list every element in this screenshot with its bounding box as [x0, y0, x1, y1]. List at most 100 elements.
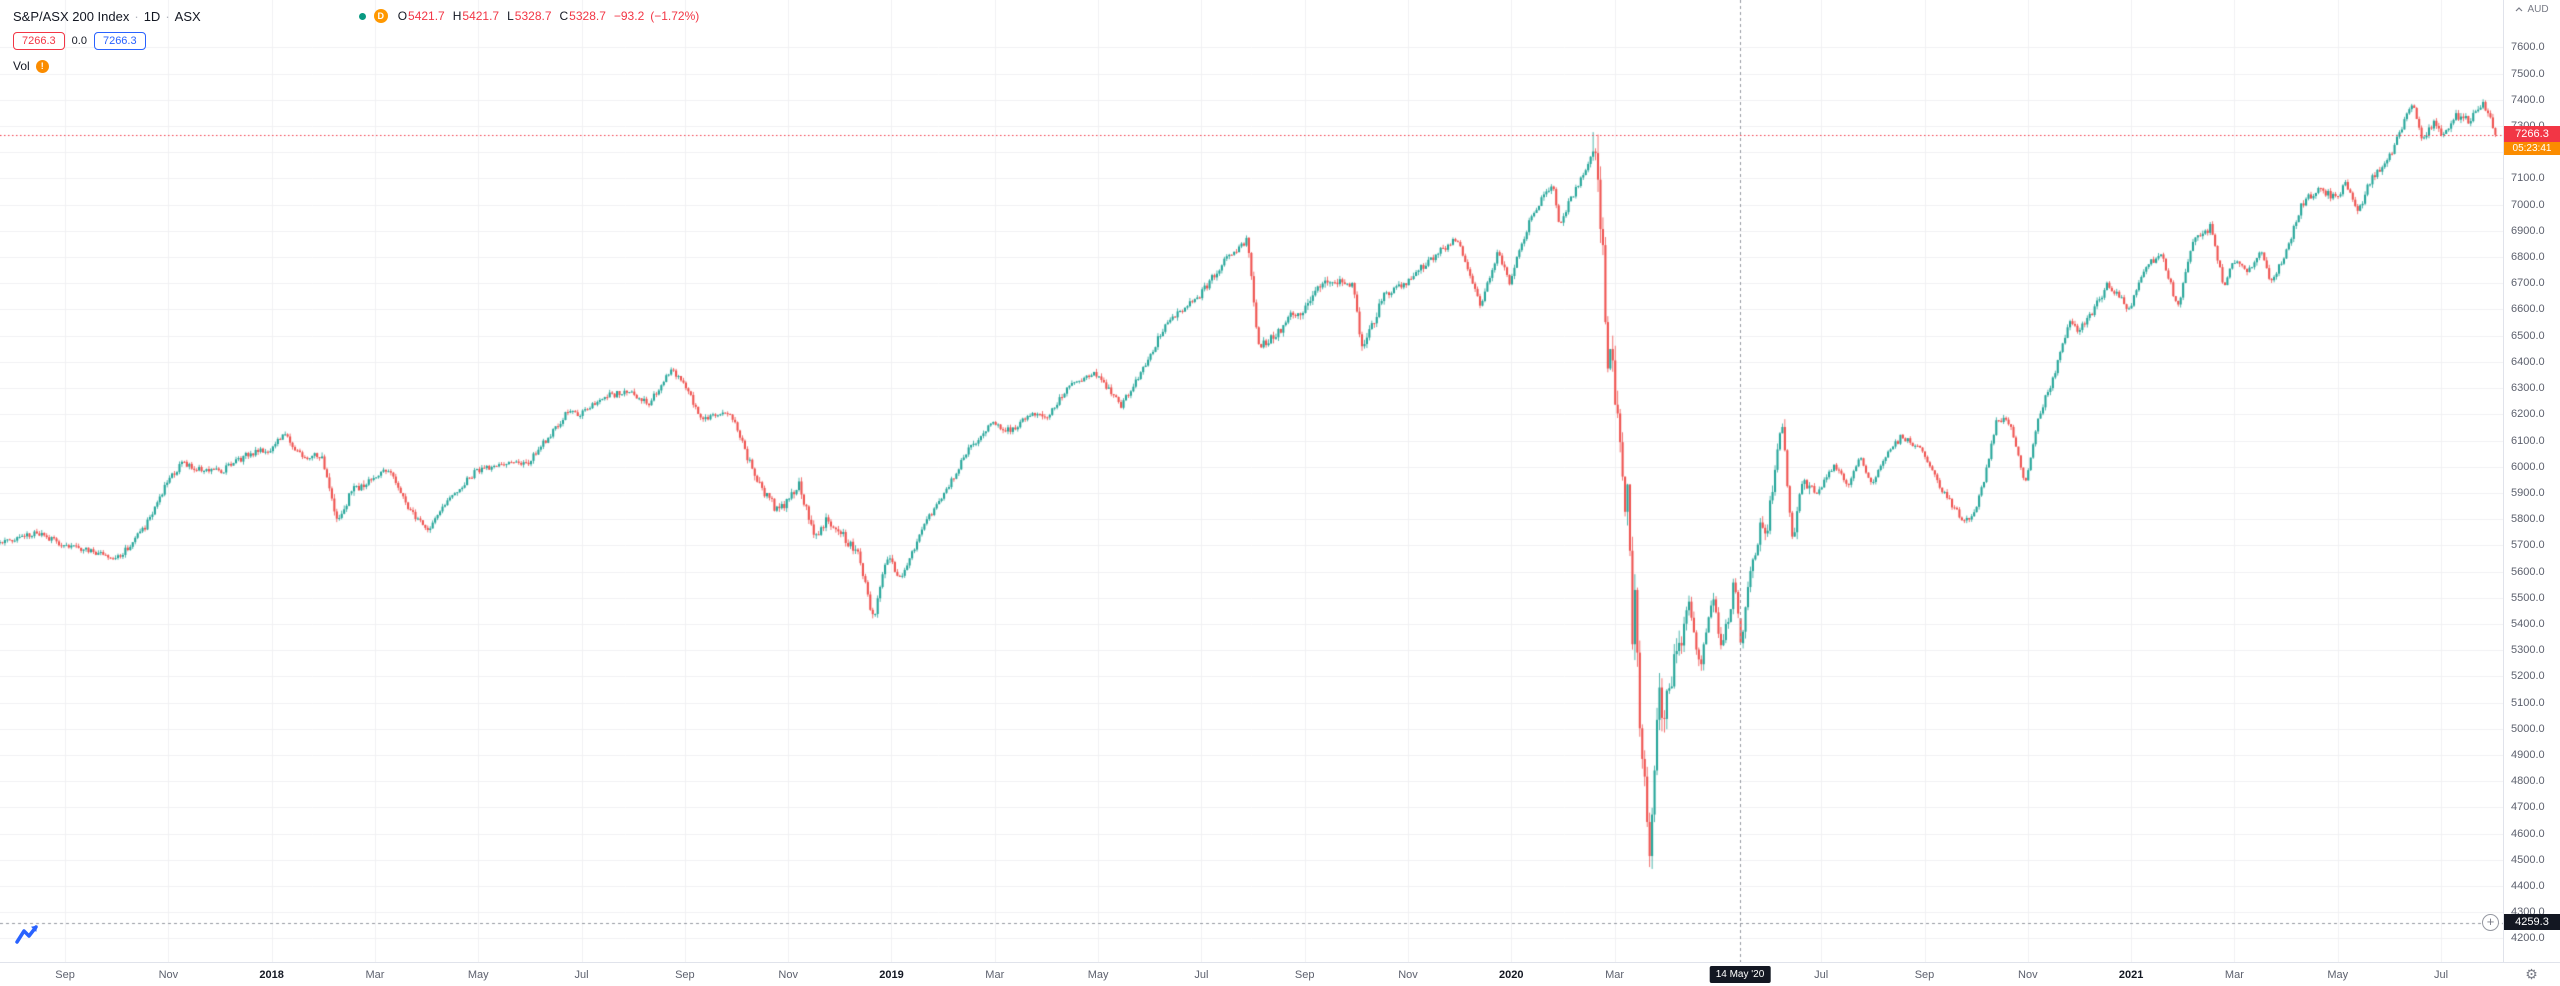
time-axis-label: Jul	[1194, 969, 1209, 981]
price-axis-label: 5700.0	[2511, 539, 2545, 552]
settings-gear-icon[interactable]: ⚙	[2525, 966, 2538, 982]
price-axis-label: 5600.0	[2511, 565, 2545, 578]
time-axis-label: Nov	[778, 969, 798, 981]
price-axis-label: 5100.0	[2511, 696, 2545, 709]
ohlc-low-label: L	[507, 9, 514, 23]
ohlc-high-value: 5421.7	[462, 9, 500, 23]
price-axis-label: 5900.0	[2511, 486, 2545, 499]
price-axis-label: 7600.0	[2511, 41, 2545, 54]
delayed-data-icon: D	[373, 9, 388, 23]
ohlc-close-value: 5328.7	[569, 9, 606, 23]
ohlc-close-label: C	[559, 9, 569, 23]
candlestick-chart[interactable]	[0, 0, 2503, 962]
volume-indicator-row: Vol !	[13, 59, 705, 73]
time-axis-label: Jul	[1814, 969, 1829, 981]
chart-legend: S&P/ASX 200 Index · 1D · ASX D O5421.7 H…	[13, 7, 705, 73]
price-axis-label: 4400.0	[2511, 880, 2545, 892]
buy-button[interactable]: 7266.3	[93, 32, 146, 50]
time-axis-label: Sep	[1294, 969, 1315, 981]
price-axis-label: 6600.0	[2511, 303, 2545, 316]
time-axis-label: 2019	[879, 969, 904, 981]
price-axis-label: 7500.0	[2511, 67, 2545, 80]
price-axis-label: 4200.0	[2511, 932, 2545, 945]
legend-exchange[interactable]: ASX	[174, 8, 201, 24]
legend-title-row: S&P/ASX 200 Index · 1D · ASX D O5421.7 H…	[13, 7, 705, 25]
price-axis-label: 6300.0	[2511, 382, 2545, 395]
sell-button[interactable]: 7266.3	[13, 32, 65, 50]
price-axis-label: 5200.0	[2511, 670, 2545, 683]
buy-sell-row: 7266.3 0.0 7266.3	[13, 32, 705, 50]
time-axis-label: 2021	[2118, 969, 2144, 981]
price-axis-label: 6700.0	[2511, 277, 2545, 290]
ohlc-values: O5421.7 H5421.7 L5328.7 C5328.7 −93.2 (−…	[398, 9, 706, 23]
time-axis-label: May	[2327, 969, 2349, 981]
price-axis-label: 4700.0	[2511, 801, 2545, 814]
last-price-badge-group: 7266.3 05:23:41	[2504, 126, 2560, 155]
price-axis-label: 7400.0	[2511, 93, 2545, 106]
price-axis[interactable]: AUD 7600.07500.07400.07300.07200.07100.0…	[2503, 0, 2560, 962]
spread-value: 0.0	[71, 35, 87, 47]
price-axis-label: 7100.0	[2511, 172, 2545, 185]
add-alert-plus-button[interactable]: +	[2482, 914, 2499, 931]
tradingview-logo[interactable]	[14, 922, 40, 953]
ohlc-open-label: O	[397, 9, 408, 23]
price-axis-label: 5500.0	[2511, 591, 2545, 604]
time-axis-label: Nov	[2018, 969, 2038, 981]
time-axis-label: Jul	[2433, 969, 2449, 981]
currency-code: AUD	[2527, 4, 2549, 15]
ohlc-low-value: 5328.7	[514, 9, 552, 23]
crosshair-price-badge: 4259.3	[2504, 914, 2560, 930]
ohlc-close: C5328.7	[560, 9, 606, 23]
currency-label: AUD	[2504, 4, 2560, 15]
time-axis-label: Jul	[574, 969, 589, 981]
time-axis-label: May	[467, 969, 489, 981]
time-axis-label: Sep	[1914, 969, 1935, 981]
ohlc-high-label: H	[452, 9, 462, 23]
time-axis-label: Mar	[365, 969, 385, 981]
countdown-badge: 05:23:41	[2504, 142, 2560, 155]
price-axis-label: 6400.0	[2511, 355, 2545, 368]
price-axis-label: 4800.0	[2511, 775, 2545, 788]
price-axis-label: 5400.0	[2511, 617, 2545, 630]
price-axis-label: 4900.0	[2511, 748, 2545, 761]
axis-settings-corner: ⚙	[2503, 962, 2560, 986]
price-axis-label: 5800.0	[2511, 513, 2545, 526]
volume-indicator-label[interactable]: Vol	[13, 59, 30, 73]
last-price-badge: 7266.3	[2504, 126, 2560, 142]
ohlc-open-value: 5421.7	[408, 9, 445, 23]
price-axis-label: 6000.0	[2511, 460, 2545, 473]
legend-interval[interactable]: 1D	[143, 8, 161, 24]
price-axis-label: 6100.0	[2511, 434, 2545, 447]
ohlc-open: O5421.7	[398, 9, 445, 23]
legend-separator: ·	[165, 8, 170, 24]
price-axis-label: 6200.0	[2511, 408, 2545, 421]
legend-spacer	[201, 16, 359, 17]
price-axis-label: 4600.0	[2511, 827, 2545, 840]
time-axis-label: May	[1087, 969, 1109, 981]
legend-separator: ·	[134, 8, 139, 24]
time-axis-label: Mar	[985, 969, 1005, 981]
ohlc-change: −93.2	[613, 9, 645, 23]
chevron-up-icon	[2516, 7, 2523, 12]
time-axis[interactable]: Sep Nov 2018 Mar May Jul Sep Nov 2019 Mar May Jul Se…	[0, 962, 2503, 986]
tradingview-logo-icon	[15, 925, 38, 944]
ohlc-change-percent: (−1.72%)	[650, 9, 700, 23]
volume-warning-icon[interactable]: !	[35, 59, 49, 73]
ohlc-high: H5421.7	[453, 9, 499, 23]
time-axis-label: Mar	[1605, 969, 1625, 981]
time-axis-label: Nov	[1398, 969, 1418, 981]
market-open-dot-icon	[358, 12, 366, 20]
legend-symbol[interactable]: S&P/ASX 200 Index	[13, 8, 130, 24]
time-axis-label: Mar	[2224, 969, 2244, 981]
time-axis-label: 2018	[259, 969, 284, 981]
time-axis-label: Nov	[158, 969, 179, 981]
time-axis-label: Sep	[675, 969, 695, 981]
time-axis-label: Sep	[55, 969, 75, 981]
price-axis-label: 7000.0	[2511, 198, 2545, 211]
price-axis-label: 5300.0	[2511, 644, 2545, 657]
price-axis-label: 5000.0	[2511, 722, 2545, 735]
price-axis-label: 6800.0	[2511, 251, 2545, 264]
price-axis-label: 4500.0	[2511, 853, 2545, 866]
crosshair-date-badge: 14 May '20	[1709, 966, 1771, 983]
